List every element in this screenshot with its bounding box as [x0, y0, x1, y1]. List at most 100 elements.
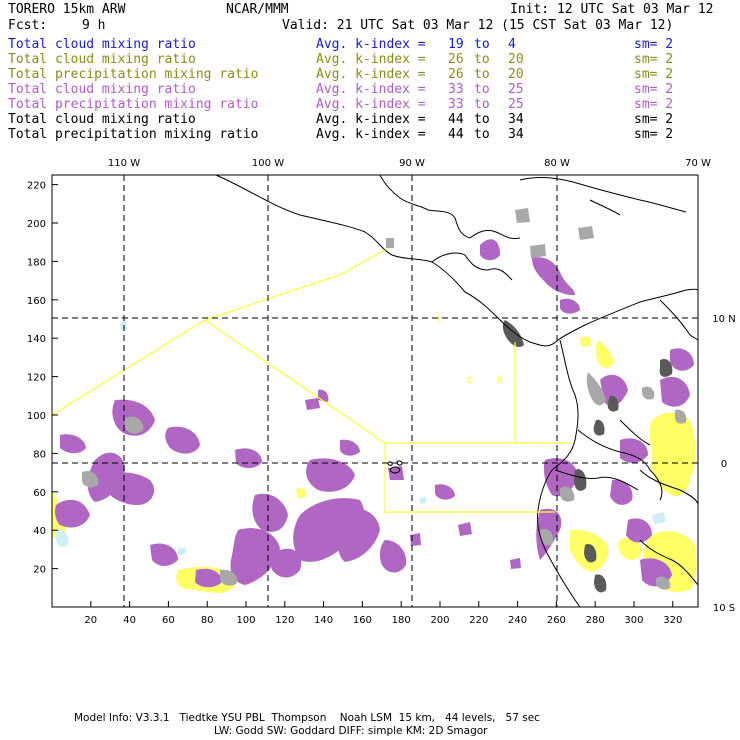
cyan-cloud-areas	[56, 320, 666, 555]
y-tick-label: 40	[33, 526, 46, 537]
legend-field-name: Total precipitation mixing ratio	[8, 127, 259, 142]
legend-to-word: to	[474, 127, 490, 142]
y-tick-label: 140	[27, 334, 46, 345]
legend-kindex-label: Avg. k-index =	[316, 97, 426, 112]
region-label: C	[467, 376, 473, 386]
legend-to-word: to	[474, 97, 490, 112]
legend-smoothing: sm= 2	[634, 52, 674, 67]
x-tick-label: 160	[353, 615, 372, 626]
legend-kindex-from: 19	[448, 37, 464, 52]
legend-smoothing: sm= 2	[634, 37, 674, 52]
legend-field-name: Total cloud mixing ratio	[8, 52, 196, 67]
x-axis: 20 40 60 80 100 120 140 160 180 200 220 240 260 280 30…	[84, 601, 682, 626]
y-tick-label: 100	[27, 411, 46, 422]
coastlines	[215, 174, 699, 608]
y-tick-label: 180	[27, 257, 46, 268]
legend-to-word: to	[474, 52, 490, 67]
legend-kindex-label: Avg. k-index =	[316, 127, 426, 142]
dark-precip-areas	[502, 320, 673, 593]
legend-kindex-to: 4	[508, 37, 516, 52]
legend-kindex-from: 44	[448, 127, 464, 142]
x-tick-label: 180	[392, 615, 411, 626]
forecast-label: Fcst:	[8, 18, 48, 33]
x-tick-label: 80	[201, 615, 214, 626]
latitude-label: 0	[721, 459, 727, 470]
organization: NCAR/MMM	[226, 2, 289, 17]
y-axis: 220 200 180 160 140 120 100 80 60 40 20	[27, 181, 58, 576]
legend-kindex-to: 34	[508, 112, 524, 127]
x-tick-label: 100	[236, 615, 255, 626]
y-tick-label: 80	[33, 449, 46, 460]
model-info: Model Info: V3.3.1 Tiedtke YSU PBL Thomp…	[74, 712, 540, 724]
legend-field-name: Total precipitation mixing ratio	[8, 67, 259, 82]
lat-lon-grid	[52, 175, 698, 607]
legend-kindex-from: 44	[448, 112, 464, 127]
legend-field-name: Total cloud mixing ratio	[8, 82, 196, 97]
x-tick-label: 240	[508, 615, 527, 626]
y-tick-label: 20	[33, 565, 46, 576]
region-label: R	[497, 376, 503, 386]
legend-smoothing: sm= 2	[634, 97, 674, 112]
legend-kindex-to: 25	[508, 97, 524, 112]
x-tick-label: 220	[469, 615, 488, 626]
legend-kindex-to: 20	[508, 52, 524, 67]
legend-kindex-label: Avg. k-index =	[316, 82, 426, 97]
init-time: Init: 12 UTC Sat 03 Mar 12	[510, 2, 714, 17]
forecast-hour: 9 h	[82, 18, 106, 33]
region-label: I	[437, 315, 440, 325]
y-tick-label: 200	[27, 219, 46, 230]
longitude-label: 110 W	[108, 158, 140, 169]
legend-smoothing: sm= 2	[634, 67, 674, 82]
legend-kindex-label: Avg. k-index =	[316, 52, 426, 67]
map-plot-area: C R I	[51, 174, 699, 608]
legend-kindex-from: 26	[448, 52, 464, 67]
x-tick-label: 140	[314, 615, 333, 626]
legend-kindex-to: 34	[508, 127, 524, 142]
legend-smoothing: sm= 2	[634, 82, 674, 97]
legend-field-name: Total precipitation mixing ratio	[8, 97, 259, 112]
x-tick-label: 280	[586, 615, 605, 626]
gray-cloud-areas	[82, 208, 687, 590]
legend-kindex-from: 33	[448, 82, 464, 97]
longitude-label: 80 W	[544, 158, 570, 169]
legend-field-name: Total cloud mixing ratio	[8, 112, 196, 127]
latitude-label: 10 S	[713, 603, 735, 614]
y-tick-label: 160	[27, 296, 46, 307]
x-tick-label: 200	[430, 615, 449, 626]
longitude-label: 100 W	[252, 158, 284, 169]
legend-kindex-label: Avg. k-index =	[316, 37, 426, 52]
legend-kindex-label: Avg. k-index =	[316, 67, 426, 82]
y-tick-label: 220	[27, 181, 46, 192]
legend-kindex-from: 33	[448, 97, 464, 112]
latitude-label: 10 N	[712, 314, 735, 325]
longitude-label: 90 W	[399, 158, 425, 169]
x-tick-label: 40	[123, 615, 136, 626]
x-tick-label: 260	[547, 615, 566, 626]
longitude-labels: 110 W 100 W 90 W 80 W 70 W	[108, 158, 711, 169]
legend-to-word: to	[474, 37, 490, 52]
legend-kindex-to: 25	[508, 82, 524, 97]
valid-time: Valid: 21 UTC Sat 03 Mar 12 (15 CST Sat …	[282, 18, 674, 33]
x-tick-label: 320	[663, 615, 682, 626]
legend-kindex-from: 26	[448, 67, 464, 82]
x-tick-label: 60	[162, 615, 175, 626]
legend-kindex-label: Avg. k-index =	[316, 112, 426, 127]
legend-to-word: to	[474, 82, 490, 97]
latitude-labels: 10 N 0 10 S	[712, 314, 735, 614]
longitude-label: 70 W	[685, 158, 711, 169]
x-tick-label: 300	[624, 615, 643, 626]
y-tick-label: 120	[27, 373, 46, 384]
legend-smoothing: sm= 2	[634, 112, 674, 127]
model-title: TORERO 15km ARW	[8, 2, 126, 17]
region-labels: C R I	[437, 315, 503, 386]
legend-field-name: Total cloud mixing ratio	[8, 37, 196, 52]
y-tick-label: 60	[33, 488, 46, 499]
x-tick-label: 120	[275, 615, 294, 626]
sector-boundaries	[51, 249, 572, 513]
legend-to-word: to	[474, 112, 490, 127]
x-tick-label: 20	[84, 615, 97, 626]
legend-smoothing: sm= 2	[634, 127, 674, 142]
legend-to-word: to	[474, 67, 490, 82]
map-frame	[51, 174, 699, 608]
